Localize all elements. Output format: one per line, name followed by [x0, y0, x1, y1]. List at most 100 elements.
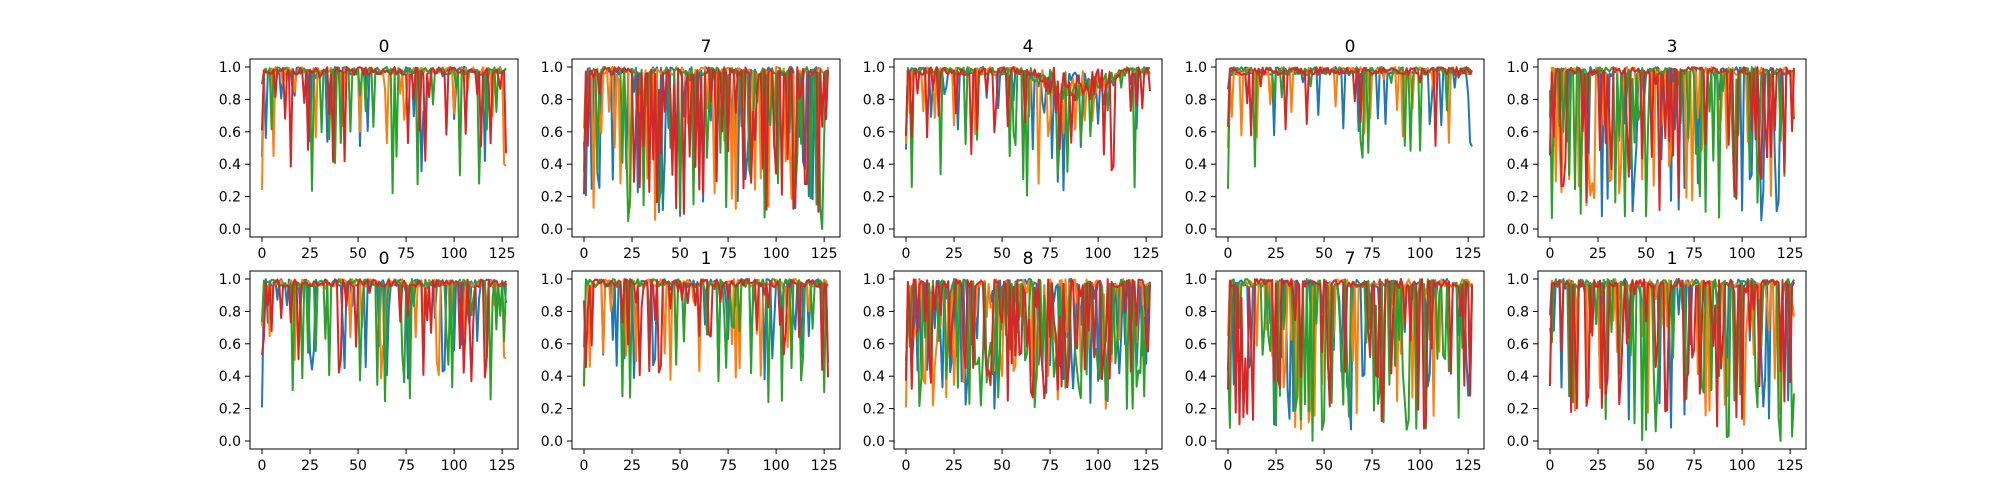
y-tick-label: 0.8 — [1507, 92, 1529, 108]
x-tick-label: 125 — [1455, 458, 1482, 474]
axes-border — [571, 270, 841, 450]
x-tick-label: 100 — [763, 458, 790, 474]
x-tick-label: 100 — [763, 246, 790, 262]
x-tick-label: 125 — [1133, 246, 1160, 262]
series-line-3 — [261, 66, 507, 168]
x-tick-label: 0 — [258, 458, 267, 474]
x-tick-label: 125 — [489, 246, 516, 262]
x-tick-label: 125 — [1133, 458, 1160, 474]
y-tick-label: 0.6 — [1185, 125, 1207, 141]
y-tick-label: 0.0 — [541, 222, 563, 238]
series-line-1 — [261, 66, 507, 191]
y-tick-label: 0.6 — [863, 125, 885, 141]
y-tick-label: 0.0 — [863, 222, 885, 238]
series-line-2 — [583, 66, 829, 230]
series-line-3 — [905, 278, 1151, 402]
x-tick-label: 0 — [902, 458, 911, 474]
x-tick-label: 0 — [902, 246, 911, 262]
y-tick-label: 0.2 — [1507, 190, 1529, 206]
y-tick-label: 1.0 — [219, 272, 241, 288]
x-tick-label: 125 — [1455, 246, 1482, 262]
x-tick-label: 100 — [1407, 246, 1434, 262]
subplot-title: 0 — [1345, 37, 1356, 57]
x-tick-label: 25 — [1589, 458, 1607, 474]
subplot-title: 0 — [379, 249, 390, 269]
y-tick-label: 0.0 — [1507, 434, 1529, 450]
axes-border — [893, 270, 1163, 450]
series-line-3 — [1549, 278, 1795, 428]
x-tick-label: 100 — [1407, 458, 1434, 474]
y-tick-label: 0.4 — [541, 157, 563, 173]
series-group — [1227, 278, 1473, 442]
y-tick-label: 0.0 — [1185, 434, 1207, 450]
series-line-3 — [583, 278, 829, 378]
y-tick-label: 1.0 — [541, 272, 563, 288]
x-tick-label: 125 — [489, 458, 516, 474]
x-tick-label: 25 — [623, 458, 641, 474]
y-tick-label: 0.8 — [541, 92, 563, 108]
x-tick-label: 50 — [1637, 458, 1655, 474]
subplot-8: 0 25 50 75 100 125 0.0 0.2 0.4 0.6 0.8 1.0 7 — [1185, 249, 1485, 474]
x-tick-label: 75 — [1363, 458, 1381, 474]
y-tick-label: 0.6 — [1507, 337, 1529, 353]
x-tick-label: 125 — [1777, 246, 1804, 262]
subplot-title: 7 — [701, 37, 712, 57]
y-tick-label: 0.2 — [219, 402, 241, 418]
x-tick-label: 100 — [441, 246, 468, 262]
x-tick-label: 0 — [1546, 246, 1555, 262]
x-tick-label: 50 — [993, 458, 1011, 474]
y-tick-label: 0.6 — [541, 337, 563, 353]
y-tick-label: 0.4 — [219, 369, 241, 385]
x-tick-label: 50 — [671, 246, 689, 262]
y-tick-label: 0.8 — [863, 92, 885, 108]
subplot-title: 7 — [1345, 249, 1356, 269]
y-tick-label: 0.8 — [1185, 92, 1207, 108]
y-tick-label: 0.6 — [1507, 125, 1529, 141]
x-tick-label: 0 — [1546, 458, 1555, 474]
y-tick-label: 0.4 — [863, 369, 885, 385]
y-tick-label: 0.2 — [219, 190, 241, 206]
subplot-9: 0 25 50 75 100 125 0.0 0.2 0.4 0.6 0.8 1.0 1 — [1507, 249, 1807, 474]
y-tick-label: 0.2 — [1185, 190, 1207, 206]
y-tick-label: 0.0 — [863, 434, 885, 450]
subplot-5: 0 25 50 75 100 125 0.0 0.2 0.4 0.6 0.8 1.0 0 — [219, 249, 519, 474]
subplot-title: 1 — [1667, 249, 1678, 269]
subplot-title: 1 — [701, 249, 712, 269]
x-tick-label: 75 — [1363, 246, 1381, 262]
y-tick-label: 0.4 — [1185, 157, 1207, 173]
y-tick-label: 0.4 — [1185, 369, 1207, 385]
y-tick-label: 0.4 — [541, 369, 563, 385]
series-group — [261, 66, 507, 195]
y-tick-label: 0.8 — [219, 92, 241, 108]
y-tick-label: 0.8 — [541, 304, 563, 320]
subplot-title: 8 — [1023, 249, 1034, 269]
y-tick-label: 1.0 — [863, 272, 885, 288]
y-tick-label: 1.0 — [1185, 272, 1207, 288]
x-tick-label: 0 — [1224, 458, 1233, 474]
x-tick-label: 50 — [349, 458, 367, 474]
subplot-2: 0 25 50 75 100 125 0.0 0.2 0.4 0.6 0.8 1.0 4 — [863, 37, 1163, 262]
series-line-2 — [1227, 278, 1473, 442]
y-tick-label: 0.0 — [219, 434, 241, 450]
x-tick-label: 50 — [349, 246, 367, 262]
axes-border — [1215, 58, 1485, 238]
series-group — [1227, 66, 1473, 189]
series-line-2 — [1549, 278, 1795, 442]
series-group — [583, 278, 829, 404]
series-line-3 — [1227, 278, 1473, 430]
x-tick-label: 50 — [993, 246, 1011, 262]
subplot-0: 0 25 50 75 100 125 0.0 0.2 0.4 0.6 0.8 1.0 0 — [219, 37, 519, 262]
y-tick-label: 0.4 — [1507, 369, 1529, 385]
series-group — [1549, 278, 1795, 442]
series-line-2 — [261, 278, 507, 403]
series-line-3 — [261, 278, 507, 383]
x-tick-label: 100 — [1729, 458, 1756, 474]
series-line-3 — [905, 66, 1151, 172]
y-tick-label: 0.4 — [219, 157, 241, 173]
y-tick-label: 1.0 — [863, 60, 885, 76]
x-tick-label: 125 — [811, 246, 838, 262]
y-tick-label: 0.0 — [1185, 222, 1207, 238]
y-tick-label: 0.4 — [863, 157, 885, 173]
x-tick-label: 75 — [397, 458, 415, 474]
